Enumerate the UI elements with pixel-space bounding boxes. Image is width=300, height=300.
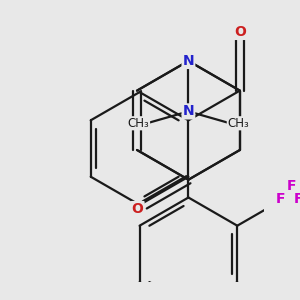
Text: CH₃: CH₃	[128, 117, 149, 130]
Text: F: F	[276, 192, 286, 206]
Text: N: N	[183, 104, 194, 118]
Text: CH₃: CH₃	[227, 117, 249, 130]
Text: O: O	[234, 25, 246, 39]
Text: O: O	[132, 202, 143, 216]
Text: N: N	[183, 54, 194, 68]
Text: F: F	[294, 192, 300, 206]
Text: F: F	[287, 179, 296, 193]
